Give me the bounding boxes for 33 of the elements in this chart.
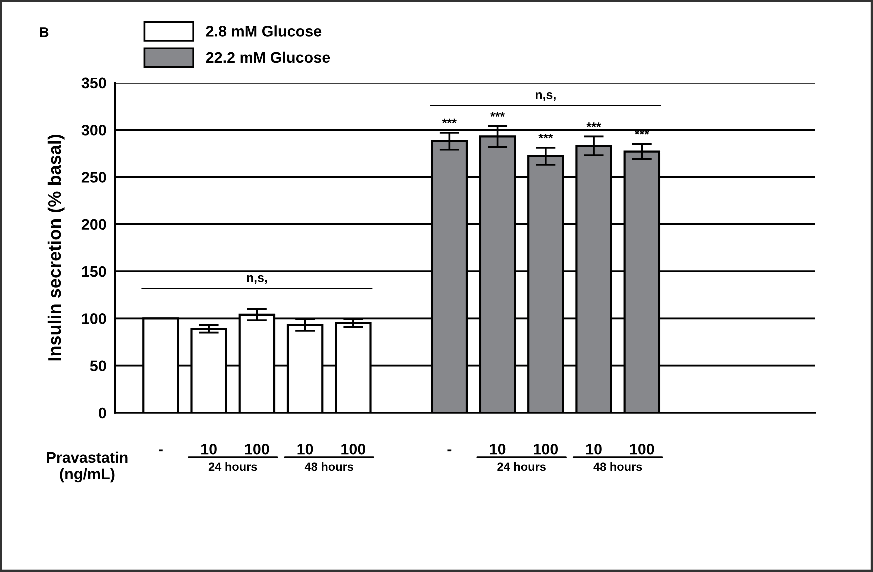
x-tick-label: 100 (342, 444, 366, 455)
text: 48 hours (304, 462, 354, 472)
legend-label: 22.2 mM Glucose (206, 52, 330, 64)
y-tick-label: 200 (82, 219, 106, 230)
y-tick-label: 350 (82, 78, 106, 89)
y-tick-label: 0 (99, 408, 106, 419)
data-label: *** (442, 118, 457, 124)
text: 24 hours (208, 462, 258, 472)
x-tick-label: 100 (630, 444, 654, 455)
x-tick-label: - (448, 450, 452, 452)
y-tick-label: 250 (82, 172, 106, 183)
x-tick-label: - (159, 450, 163, 452)
data-label: *** (490, 112, 506, 117)
x-tick-label: 100 (245, 444, 270, 455)
y-tick-label: 50 (90, 360, 106, 372)
y-tick-label: 300 (82, 124, 106, 136)
annotation: n,s, (247, 275, 268, 284)
y-tick-label: 150 (82, 266, 106, 278)
x-tick-label: 10 (586, 444, 602, 455)
text: Pravastatin (ng/mL) (47, 452, 128, 483)
x-tick-label: 10 (298, 444, 314, 455)
legend-label: 2.8 mM Glucose (206, 26, 322, 37)
text: B (40, 28, 49, 38)
x-tick-label: 10 (202, 444, 217, 455)
y-tick-label: 100 (82, 314, 106, 324)
data-label: *** (538, 134, 554, 139)
text: 24 hours (498, 462, 546, 472)
x-tick-label: 100 (534, 444, 558, 455)
data-label: *** (586, 122, 602, 128)
y-axis-title: Insulin secretion (% basal) (48, 134, 65, 361)
x-tick-label: 10 (490, 444, 506, 455)
annotation: n,s, (536, 92, 556, 102)
text: 48 hours (594, 462, 642, 472)
